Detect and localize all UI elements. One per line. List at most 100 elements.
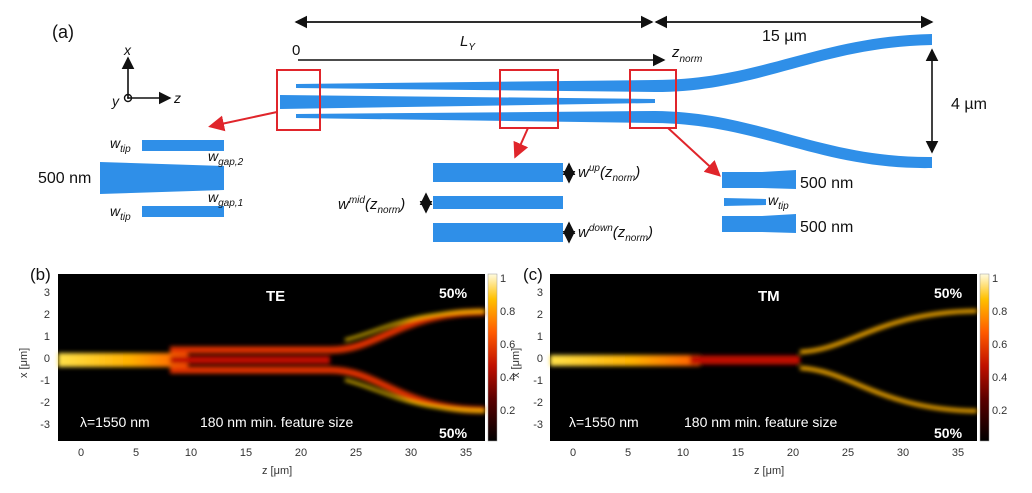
- svg-text:-2: -2: [40, 397, 50, 409]
- te-feature-size: 180 nm min. feature size: [200, 414, 354, 430]
- te-mode-label: TE: [266, 288, 285, 305]
- svg-text:0.2: 0.2: [992, 405, 1007, 417]
- left-inset: 500 nm wtip wtip wgap,2 wgap,1: [38, 135, 244, 223]
- svg-text:15: 15: [732, 447, 744, 459]
- svg-text:-3: -3: [40, 419, 50, 431]
- svg-text:0.8: 0.8: [500, 306, 515, 318]
- axis-y-label: y: [111, 93, 120, 109]
- svg-text:5: 5: [133, 447, 139, 459]
- svg-text:0.4: 0.4: [500, 372, 515, 384]
- lower-arm: [296, 111, 932, 169]
- svg-text:20: 20: [787, 447, 799, 459]
- tm-x-ticks: 0 5 10 15 20 25 30 35: [570, 447, 964, 459]
- wgap2-label: wgap,2: [208, 148, 244, 168]
- znorm-label: znorm: [671, 44, 702, 65]
- highlight-box-middle: [499, 69, 559, 129]
- svg-text:3: 3: [537, 287, 543, 299]
- svg-text:15: 15: [240, 447, 252, 459]
- pointer-arrow-right: [667, 127, 721, 177]
- tm-y-ticks: 3 2 1 0 -1 -2 -3: [533, 287, 543, 431]
- tm-top-output: 50%: [934, 285, 963, 301]
- te-y-ticks: 3 2 1 0 -1 -2 -3: [40, 287, 50, 431]
- te-wavelength: λ=1550 nm: [80, 414, 150, 430]
- svg-text:-2: -2: [533, 397, 543, 409]
- tm-colorbar: [979, 273, 990, 442]
- svg-text:2: 2: [44, 309, 50, 321]
- svg-text:25: 25: [842, 447, 854, 459]
- tm-colorbar-ticks: 1 0.8 0.6 0.4 0.2: [992, 273, 1007, 417]
- svg-text:10: 10: [185, 447, 197, 459]
- tm-wavelength: λ=1550 nm: [569, 414, 639, 430]
- svg-text:0.2: 0.2: [500, 405, 515, 417]
- te-y-label: x [μm]: [18, 348, 30, 378]
- taper-length-label: 15 µm: [762, 28, 807, 45]
- axis-z-label: z: [173, 90, 181, 106]
- right-top-width-label: 500 nm: [800, 175, 853, 192]
- svg-text:35: 35: [460, 447, 472, 459]
- svg-text:-1: -1: [533, 375, 543, 387]
- right-inset: 500 nm wtip 500 nm: [722, 170, 853, 236]
- svg-text:2: 2: [537, 309, 543, 321]
- svg-text:0.6: 0.6: [992, 339, 1007, 351]
- wdown-label: wdown(znorm): [578, 223, 653, 244]
- pointer-arrow-middle: [513, 127, 529, 159]
- svg-text:1: 1: [500, 273, 506, 285]
- axis-x-label: x: [123, 42, 132, 58]
- separation-label: 4 µm: [951, 96, 987, 113]
- splitter-geometry: [280, 34, 932, 169]
- svg-text:30: 30: [405, 447, 417, 459]
- te-x-label: z [μm]: [262, 465, 292, 477]
- panel-c: (c) TM 50% 50% λ=1550 nm 180 nm min. fea…: [510, 265, 1007, 477]
- wtip-bottom-label: wtip: [110, 203, 131, 223]
- svg-text:30: 30: [897, 447, 909, 459]
- highlight-box-output: [629, 69, 677, 129]
- panel-a-label: (a): [52, 22, 74, 42]
- svg-text:0.6: 0.6: [500, 339, 515, 351]
- wtip-top-label: wtip: [110, 135, 131, 155]
- svg-text:35: 35: [952, 447, 964, 459]
- coordinate-axes-icon: x y z: [111, 42, 181, 109]
- wmid-label: wmid(znorm): [338, 195, 405, 216]
- svg-text:0: 0: [537, 353, 543, 365]
- panel-a: (a) x y z 15 µm 0 LY znorm 4: [38, 15, 987, 244]
- tm-bottom-output: 50%: [934, 425, 963, 441]
- right-bottom-width-label: 500 nm: [800, 219, 853, 236]
- tm-mode-label: TM: [758, 288, 780, 305]
- pointer-arrow-left: [208, 111, 278, 132]
- te-bottom-output: 50%: [439, 425, 468, 441]
- tm-feature-size: 180 nm min. feature size: [684, 414, 838, 430]
- te-x-ticks: 0 5 10 15 20 25 30 35: [78, 447, 472, 459]
- panel-b-label: (b): [30, 265, 51, 284]
- middle-arm: [280, 95, 655, 109]
- panel-b: (b) TE 50% 50% λ=1550 nm 180 nm min. fea…: [18, 265, 515, 477]
- svg-text:1: 1: [992, 273, 998, 285]
- panel-c-label: (c): [523, 265, 543, 284]
- ly-label: LY: [460, 33, 476, 53]
- svg-text:1: 1: [44, 331, 50, 343]
- svg-text:5: 5: [625, 447, 631, 459]
- svg-text:10: 10: [677, 447, 689, 459]
- svg-text:-1: -1: [40, 375, 50, 387]
- svg-text:0.8: 0.8: [992, 306, 1007, 318]
- tm-x-label: z [μm]: [754, 465, 784, 477]
- origin-label: 0: [292, 42, 300, 59]
- te-colorbar-ticks: 1 0.8 0.6 0.4 0.2: [500, 273, 515, 417]
- tm-y-label: x [μm]: [510, 348, 522, 378]
- te-top-output: 50%: [439, 285, 468, 301]
- middle-inset: wup(znorm) wmid(znorm) wdown(znorm): [338, 162, 653, 244]
- highlight-box-input: [276, 69, 321, 131]
- right-wtip-label: wtip: [768, 192, 789, 212]
- svg-text:0: 0: [78, 447, 84, 459]
- left-width-label: 500 nm: [38, 170, 91, 187]
- svg-text:3: 3: [44, 287, 50, 299]
- svg-text:0: 0: [570, 447, 576, 459]
- te-colorbar: [487, 273, 498, 442]
- svg-text:20: 20: [295, 447, 307, 459]
- te-field-intensity: [58, 308, 486, 414]
- upper-arm: [296, 34, 932, 92]
- wup-label: wup(znorm): [578, 163, 640, 184]
- tm-field-intensity: [550, 309, 978, 413]
- svg-text:0.4: 0.4: [992, 372, 1007, 384]
- svg-text:-3: -3: [533, 419, 543, 431]
